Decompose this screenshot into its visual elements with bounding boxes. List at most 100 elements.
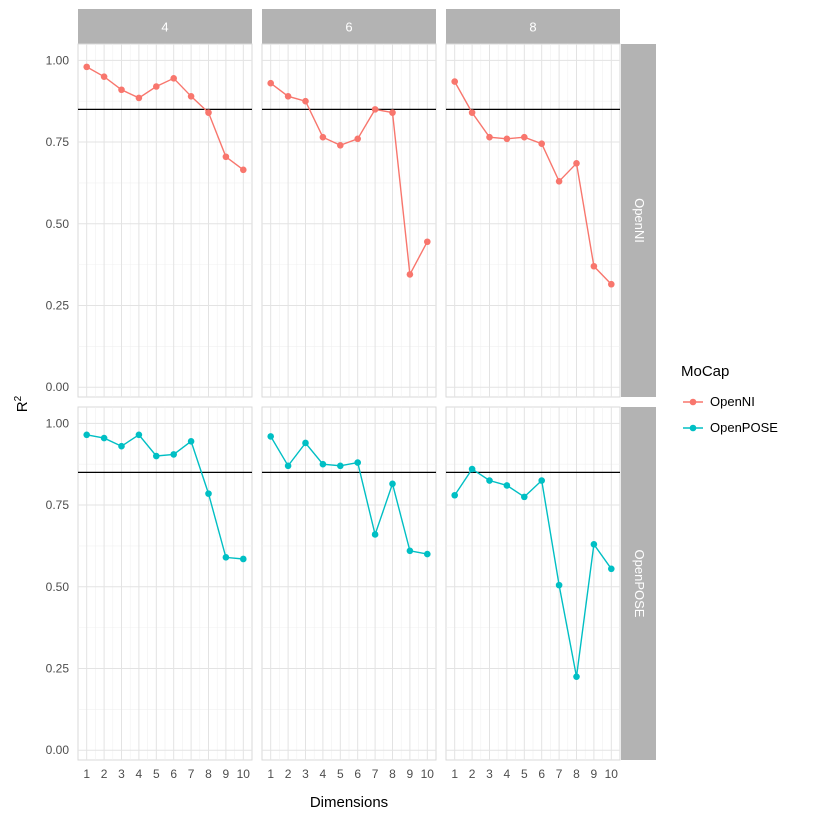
panel-6-OpenPOSE-point-4 [319,460,327,468]
x-tick-label-8: 5 [521,767,528,781]
panel-8-OpenPOSE-point-7 [555,581,563,589]
panel-8-OpenPOSE-point-10 [608,565,615,573]
facet-strip-col-label-8: 8 [529,20,536,35]
y-tick-label-OpenPOSE: 0.00 [46,743,70,757]
x-tick-label-6: 5 [337,767,344,781]
panel-4-OpenPOSE-series-line-OpenPOSE [86,433,244,560]
y-tick-label-OpenPOSE: 0.25 [46,661,70,675]
x-tick-label-6: 6 [354,767,361,781]
facet-strip-col-label-6: 6 [345,20,352,35]
panel-6-OpenNI-point-1 [267,79,275,87]
panel-4-OpenNI-series-line-OpenNI [86,66,244,171]
panel-4-OpenPOSE-point-1 [83,431,90,439]
facet-strip-col-label-4: 4 [161,20,168,35]
x-tick-label-4: 1 [83,767,90,781]
facet-strip-col-6 [262,9,436,44]
panel-4-OpenPOSE-point-3 [118,442,125,450]
x-tick-label-6: 9 [407,767,414,781]
panel-8-OpenNI-point-2 [468,109,476,116]
panel-4-OpenNI-point-3 [118,86,125,94]
panel-6-OpenPOSE-point-5 [337,462,344,470]
panel-8-OpenNI-point-5 [521,133,528,141]
panel-6-OpenNI-point-10 [424,238,431,246]
x-tick-label-6: 1 [267,767,274,781]
panel-6-OpenPOSE-point-9 [406,547,414,555]
panel-4-OpenNI-point-10 [240,166,247,174]
x-tick-label-8: 7 [556,767,563,781]
x-tick-label-6: 10 [421,767,435,781]
panel-8-OpenNI-point-8 [573,160,580,167]
panel-8-OpenPOSE-point-4 [503,482,511,489]
x-tick-label-6: 2 [285,767,292,781]
panel-8-OpenPOSE-point-5 [521,493,528,501]
panel-6-OpenPOSE-point-2 [284,462,292,470]
panel-6-OpenNI-point-5 [337,142,344,149]
y-tick-label-OpenNI: 0.50 [46,217,70,231]
legend-key-point-OpenPOSE [689,424,697,432]
panel-6-OpenNI-point-7 [371,106,379,113]
x-tick-label-4: 3 [118,767,125,781]
panel-4-OpenPOSE-point-10 [240,555,247,563]
panel-6-OpenNI-point-3 [302,97,309,105]
panel-8-OpenNI-point-1 [451,78,459,85]
x-tick-label-4: 10 [237,767,251,781]
panel-8-OpenPOSE-series-line-OpenPOSE [454,468,612,677]
panel-6-OpenPOSE-point-6 [354,459,362,466]
x-tick-label-8: 8 [573,767,580,781]
facet-strip-col-4 [78,9,252,44]
y-tick-label-OpenPOSE: 1.00 [46,416,70,430]
panel-4-OpenNI-point-2 [100,73,108,80]
x-tick-label-8: 10 [605,767,619,781]
panel-6-OpenPOSE-point-3 [302,439,309,447]
panel-4-OpenPOSE-point-8 [205,490,212,497]
x-tick-label-4: 2 [101,767,108,781]
panel-4-OpenPOSE-point-6 [170,451,177,458]
facet-strip-row-OpenPOSE [621,407,656,760]
panel-4-OpenNI-point-9 [222,153,230,161]
panel-6-OpenPOSE-point-1 [267,433,275,440]
y-tick-label-OpenNI: 0.25 [46,298,70,312]
y-tick-label-OpenNI: 0.00 [46,380,70,394]
y-tick-label-OpenNI: 1.00 [46,53,70,67]
panel-8-OpenNI-point-9 [590,262,598,270]
panel-6-OpenPOSE-point-8 [389,480,396,488]
panel-4-OpenNI-point-8 [205,109,212,116]
panel-4-OpenPOSE-point-7 [187,438,195,445]
x-tick-label-4: 4 [136,767,143,781]
y-axis-title-superscript: 2 [13,395,24,401]
panel-6-OpenNI-series-line-OpenNI [270,82,428,277]
y-axis-title-base: R [14,401,31,412]
x-tick-label-8: 2 [469,767,476,781]
x-axis-title: Dimensions [310,794,388,811]
facet-strip-row-label-OpenPOSE: OpenPOSE [632,550,647,618]
x-tick-label-8: 4 [504,767,511,781]
panel-6-OpenNI-point-2 [284,92,292,100]
x-tick-label-4: 8 [205,767,212,781]
panel-8-OpenPOSE-point-2 [468,465,476,473]
panel-4-OpenNI-point-7 [187,92,195,100]
x-tick-label-8: 6 [538,767,545,781]
panel-8-OpenPOSE-point-1 [451,491,459,499]
x-tick-label-4: 6 [170,767,177,781]
panel-8-OpenPOSE-point-3 [486,477,493,484]
panel-6-OpenPOSE-series-line-OpenPOSE [270,436,428,555]
panel-4-OpenPOSE-point-5 [153,452,160,460]
legend-label-OpenPOSE: OpenPOSE [710,420,778,435]
legend-label-OpenNI: OpenNI [710,394,755,409]
panel-8-OpenPOSE-point-9 [590,540,598,548]
y-tick-label-OpenPOSE: 0.75 [46,498,70,512]
panel-8-OpenPOSE-point-8 [573,673,580,680]
panel-8-OpenNI-point-7 [555,177,563,185]
panel-4-OpenPOSE-point-4 [135,431,143,439]
facet-strip-row-label-OpenNI: OpenNI [632,198,647,243]
legend-title: MoCap [681,363,729,380]
x-tick-label-6: 7 [372,767,379,781]
panel-6-OpenPOSE-point-10 [424,550,431,558]
x-tick-label-4: 7 [188,767,195,781]
x-tick-label-6: 4 [320,767,327,781]
panel-8-OpenNI-point-3 [486,133,493,141]
y-tick-label-OpenNI: 0.75 [46,135,70,149]
panel-8-OpenNI-point-6 [538,140,545,147]
x-tick-label-8: 9 [591,767,598,781]
